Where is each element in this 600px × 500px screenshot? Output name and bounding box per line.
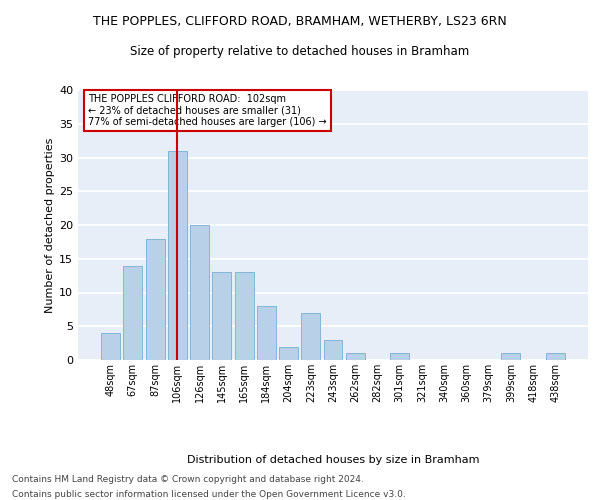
- Text: Contains public sector information licensed under the Open Government Licence v3: Contains public sector information licen…: [12, 490, 406, 499]
- Bar: [301, 313, 320, 360]
- Bar: [124, 266, 142, 360]
- Bar: [279, 346, 298, 360]
- Bar: [235, 272, 254, 360]
- Bar: [168, 151, 187, 360]
- Bar: [546, 353, 565, 360]
- Y-axis label: Number of detached properties: Number of detached properties: [45, 138, 55, 312]
- Bar: [190, 225, 209, 360]
- Bar: [146, 238, 164, 360]
- Text: Size of property relative to detached houses in Bramham: Size of property relative to detached ho…: [130, 45, 470, 58]
- Bar: [257, 306, 276, 360]
- Text: THE POPPLES, CLIFFORD ROAD, BRAMHAM, WETHERBY, LS23 6RN: THE POPPLES, CLIFFORD ROAD, BRAMHAM, WET…: [93, 15, 507, 28]
- Bar: [323, 340, 343, 360]
- Text: Contains HM Land Registry data © Crown copyright and database right 2024.: Contains HM Land Registry data © Crown c…: [12, 475, 364, 484]
- Bar: [101, 333, 120, 360]
- Bar: [502, 353, 520, 360]
- Bar: [390, 353, 409, 360]
- Bar: [212, 272, 231, 360]
- X-axis label: Distribution of detached houses by size in Bramham: Distribution of detached houses by size …: [187, 455, 479, 465]
- Bar: [346, 353, 365, 360]
- Text: THE POPPLES CLIFFORD ROAD:  102sqm
← 23% of detached houses are smaller (31)
77%: THE POPPLES CLIFFORD ROAD: 102sqm ← 23% …: [88, 94, 327, 127]
